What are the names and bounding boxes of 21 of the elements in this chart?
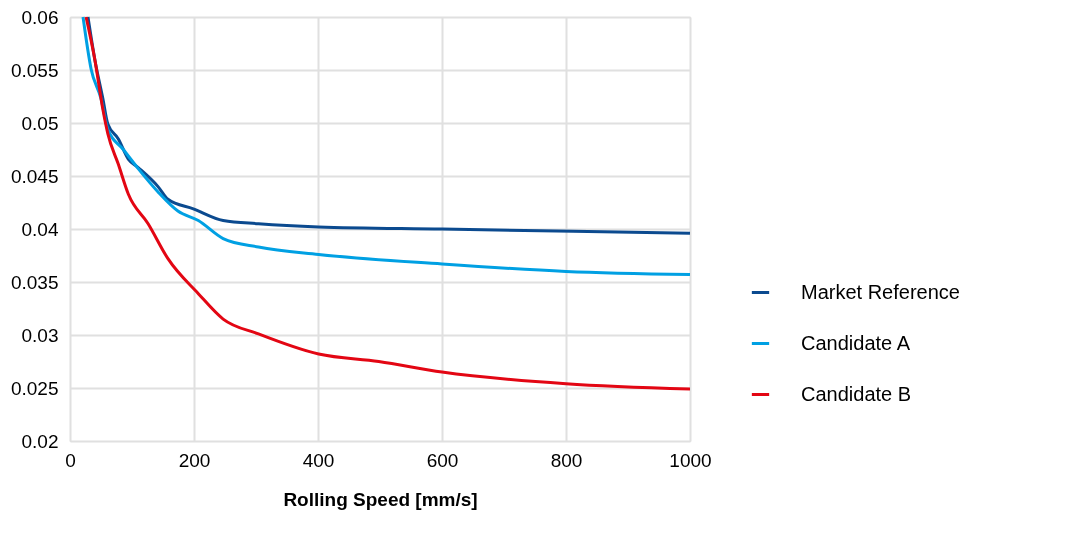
- legend-label: Market Reference: [801, 280, 960, 303]
- legend-label: Candidate B: [801, 382, 912, 405]
- x-axis-title: Rolling Speed [mm/s]: [283, 488, 478, 510]
- y-tick-label: 0.04: [21, 218, 59, 240]
- x-tick-label: 600: [426, 449, 459, 471]
- y-tick-label: 0.025: [10, 377, 59, 399]
- line-series: [84, 15, 692, 391]
- line-series: [81, 15, 692, 277]
- y-tick-label: 0.05: [21, 112, 59, 134]
- x-tick-label: 200: [178, 449, 211, 471]
- y-tick-label: 0.02: [21, 430, 59, 452]
- x-tick-label: 1000: [669, 449, 712, 471]
- x-tick-label: 400: [302, 449, 335, 471]
- y-tick-label: 0.055: [10, 59, 59, 81]
- x-tick-label: 0: [65, 449, 76, 471]
- y-tick-label: 0.045: [10, 165, 59, 187]
- y-tick-label: 0.035: [10, 271, 59, 293]
- legend-label: Candidate A: [801, 331, 911, 354]
- y-tick-label: 0.03: [21, 324, 59, 346]
- x-tick-label: 800: [550, 449, 583, 471]
- y-tick-label: 0.06: [21, 6, 59, 28]
